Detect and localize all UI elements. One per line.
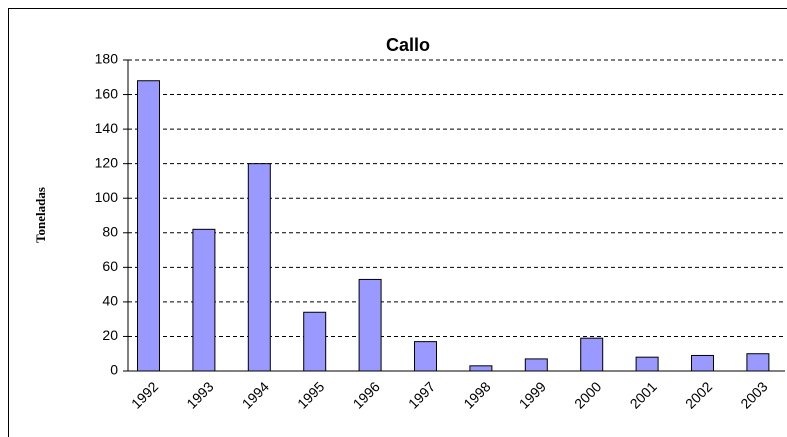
y-tick-label: 160 xyxy=(95,85,119,101)
bar xyxy=(635,356,659,372)
bar xyxy=(524,358,548,372)
x-tick-label: 2001 xyxy=(626,378,659,411)
y-tick-label: 180 xyxy=(95,51,119,67)
bar xyxy=(580,337,604,372)
bar xyxy=(303,311,327,372)
y-tick-label: 40 xyxy=(102,293,118,309)
bar xyxy=(247,163,271,372)
bar xyxy=(469,365,493,372)
chart-frame xyxy=(8,8,787,437)
y-tick-label: 140 xyxy=(95,120,119,136)
x-tick-label: 1994 xyxy=(239,378,272,411)
y-axis-label: Toneladas xyxy=(33,187,48,243)
chart-title: Callo xyxy=(386,35,430,55)
bar xyxy=(746,353,770,372)
x-tick-label: 1997 xyxy=(405,378,438,411)
x-tick-label: 1995 xyxy=(294,378,327,411)
bar xyxy=(414,341,437,372)
bar xyxy=(358,278,382,372)
y-tick-label: 120 xyxy=(95,154,119,170)
y-tick-label: 80 xyxy=(102,223,118,239)
y-tick-label: 0 xyxy=(110,362,118,378)
x-tick-label: 2003 xyxy=(737,378,770,411)
bar xyxy=(192,228,216,372)
x-tick-label: 1996 xyxy=(349,378,382,411)
x-tick-label: 1992 xyxy=(128,378,161,411)
x-tick-label: 1999 xyxy=(516,378,549,411)
x-tick-label: 2000 xyxy=(571,378,604,411)
bar xyxy=(691,354,714,372)
y-tick-label: 100 xyxy=(95,189,119,205)
x-tick-label: 1998 xyxy=(460,378,493,411)
bar xyxy=(137,80,160,372)
x-tick-label: 2002 xyxy=(682,378,715,411)
x-tick-label: 1993 xyxy=(183,378,216,411)
y-tick-label: 60 xyxy=(102,258,118,274)
y-tick-label: 20 xyxy=(102,327,118,343)
